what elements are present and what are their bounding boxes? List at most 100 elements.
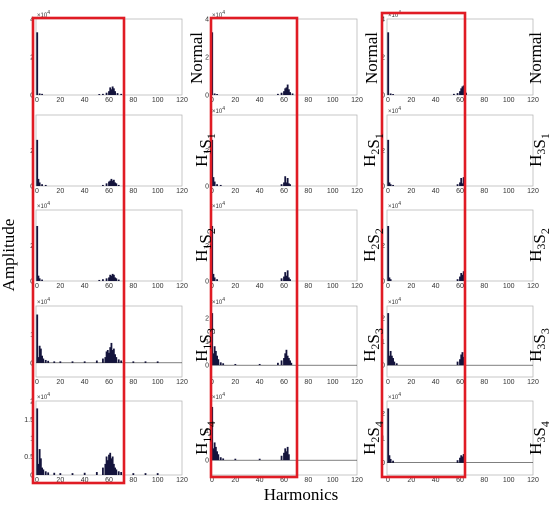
harmonic-bar [38,93,41,95]
exponent-label: ×104 [37,10,50,19]
x-tick-label: 20 [407,379,415,386]
harmonic-bar [462,454,465,463]
harmonic-bar [460,88,463,95]
x-tick-label: 100 [152,188,164,195]
harmonic-bar [117,279,120,281]
harmonic-bar [390,355,393,366]
harmonic-bar [41,355,43,363]
harmonic-bar [144,473,147,475]
row-label-r0-c1: Normal [362,32,381,84]
harmonic-bar [462,356,465,366]
harmonic-bar [285,182,288,186]
harmonic-bar [114,182,116,186]
x-tick-label: 60 [280,188,288,195]
exponent-label: ×104 [212,392,225,401]
plot-frame [210,400,358,476]
x-tick-label: 0 [35,188,39,195]
harmonic-bar [117,359,120,363]
x-tick-label: 40 [81,188,89,195]
x-tick-label: 100 [327,97,339,104]
x-tick-label: 120 [351,283,363,290]
harmonic-bar [71,473,74,475]
plot-frame [210,209,358,282]
harmonic-bar [115,357,118,363]
harmonic-bar [105,183,108,186]
x-tick-label: 100 [327,188,339,195]
x-tick-label: 80 [304,283,312,290]
harmonic-bar [456,279,459,281]
x-tick-label: 20 [56,97,64,104]
x-tick-label: 0 [386,188,390,195]
harmonic-bar [37,357,40,363]
harmonic-bar [460,354,463,366]
x-tick-label: 100 [503,188,515,195]
harmonic-bar [280,455,283,461]
exponent-label: ×104 [37,201,50,210]
harmonic-bar [284,448,287,461]
x-tick-label: 120 [351,477,363,484]
harmonic-bar [108,454,110,475]
panel-r4-c1: 0 20 40 60 80 100 120 0 1 ×104 [205,392,363,484]
x-tick-label: 60 [105,97,113,104]
harmonic-bar [213,277,216,281]
exponent-label: ×104 [212,297,225,306]
row-labels: Normal Normal Normal H1S1 H2S1 H3S1 H1S2 H2S2 H3… [187,32,550,455]
harmonic-bar [36,139,39,186]
row-label-r1-c0: H1S1 [192,133,218,167]
x-tick-label: 100 [152,97,164,104]
y-tick-label: 2 [205,243,209,250]
x-tick-label: 40 [81,283,89,290]
harmonic-bar [461,183,464,186]
harmonic-bar [459,359,461,366]
plot-frame [386,114,534,187]
harmonic-bar [388,277,391,281]
harmonic-bar [217,359,220,366]
x-tick-label: 40 [256,379,264,386]
harmonic-bar [112,463,115,475]
x-tick-label: 120 [176,97,188,104]
plot-frame [386,305,534,378]
harmonic-bar [392,460,394,463]
harmonic-bar [108,181,110,186]
x-tick-label: 120 [527,477,539,484]
harmonic-bar [222,363,225,366]
harmonic-bar [108,91,110,95]
row-label-r4-c2: H3S4 [526,421,550,455]
harmonic-bar [111,273,114,281]
harmonic-bar [287,89,290,95]
highlight-box-col-2 [380,11,467,479]
exponent-label: ×104 [37,297,50,306]
harmonic-bar [111,86,114,95]
highlight-box-col-1 [209,16,299,479]
harmonic-bar [459,457,461,463]
harmonic-bar [213,442,216,461]
x-tick-label: 80 [129,283,137,290]
harmonic-bar [109,87,112,95]
harmonic-bar [459,182,461,186]
harmonic-bar [109,274,112,281]
harmonic-bar [388,182,391,186]
harmonic-bar [280,360,283,366]
harmonic-bar [290,362,293,366]
harmonic-bar [285,451,288,461]
harmonic-bar [117,471,120,475]
harmonic-bar [287,454,290,461]
x-tick-label: 120 [176,188,188,195]
harmonic-bar [280,184,283,186]
harmonic-bar [286,355,289,366]
harmonic-bar [219,362,222,366]
harmonic-bar [284,176,287,186]
harmonic-bar [44,184,47,186]
x-tick-label: 120 [351,188,363,195]
row-label-r2-c0: H1S2 [192,228,218,262]
harmonic-bar [109,452,112,475]
harmonic-bar [283,358,285,366]
harmonic-bar [110,89,113,95]
harmonic-bar [287,358,290,366]
y-tick-label: 1.5 [24,417,34,424]
harmonic-bar [102,467,104,475]
harmonic-bar [212,177,215,186]
x-tick-label: 0 [386,283,390,290]
x-tick-label: 20 [407,188,415,195]
harmonic-bar [112,274,115,281]
